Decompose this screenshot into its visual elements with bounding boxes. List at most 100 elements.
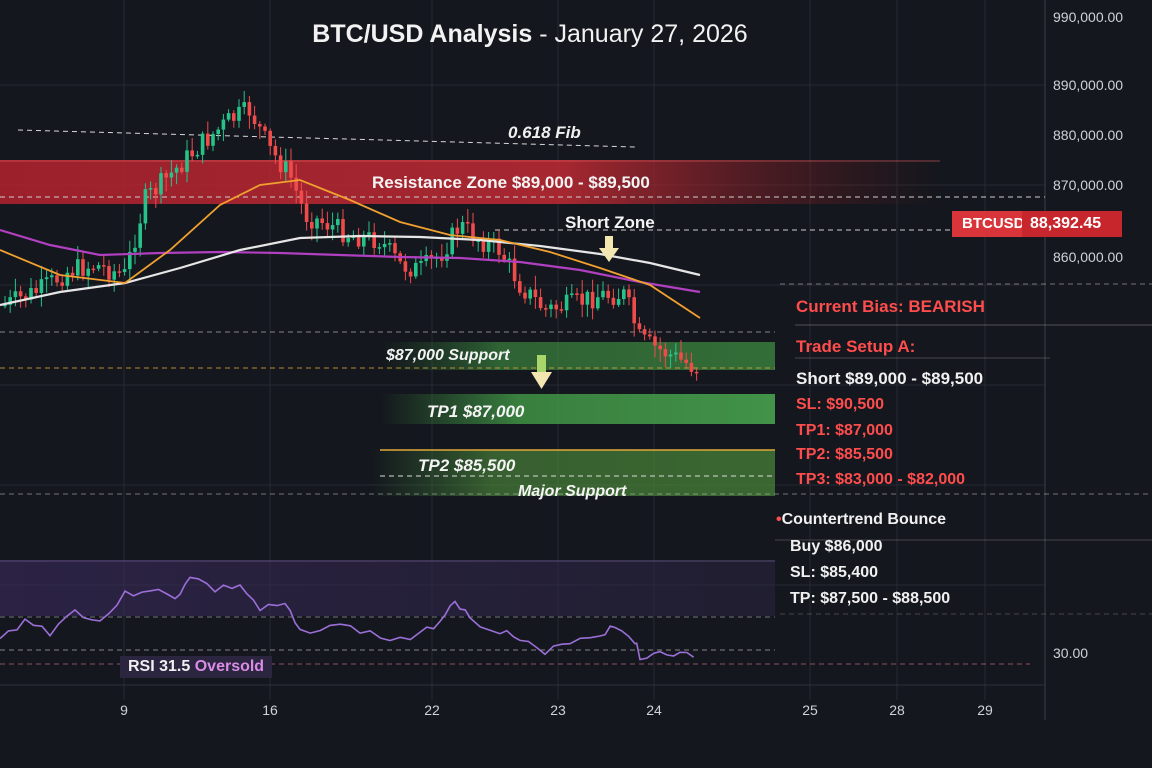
candle-body bbox=[393, 243, 397, 254]
candle-body bbox=[242, 102, 246, 107]
candle-body bbox=[554, 304, 558, 310]
candle-body bbox=[289, 161, 293, 178]
candle-body bbox=[627, 289, 631, 298]
candle-body bbox=[325, 223, 330, 230]
candle-body bbox=[460, 222, 465, 234]
candle-body bbox=[356, 236, 361, 247]
candle-body bbox=[668, 354, 673, 357]
x-axis: 9 16 22 23 24 25 28 29 bbox=[120, 702, 993, 718]
counter-tp: TP: $87,500 - $88,500 bbox=[790, 590, 951, 607]
candle-body bbox=[247, 102, 252, 116]
y-tick-label: 860,000.00 bbox=[1053, 249, 1123, 265]
candle-body bbox=[367, 232, 371, 235]
candle-body bbox=[346, 237, 350, 243]
candle-body bbox=[133, 247, 137, 252]
candle-body bbox=[689, 363, 694, 372]
ma-purple-line bbox=[0, 228, 701, 294]
candle-body bbox=[471, 223, 475, 242]
candle-body bbox=[538, 297, 543, 309]
candle-body bbox=[310, 221, 314, 229]
x-tick-label: 29 bbox=[977, 702, 993, 718]
candle-body bbox=[362, 234, 366, 247]
candle-body bbox=[164, 173, 168, 178]
candle-body bbox=[117, 271, 122, 273]
counter-title-text: Countertrend Bounce bbox=[781, 511, 947, 528]
candle-body bbox=[601, 290, 605, 298]
candle-body bbox=[81, 259, 85, 276]
candle-body bbox=[481, 240, 486, 252]
candle-body bbox=[252, 115, 257, 124]
candle-body bbox=[642, 329, 647, 335]
candle-body bbox=[304, 203, 309, 222]
candle-body bbox=[112, 271, 116, 280]
y-tick-label: 880,000.00 bbox=[1053, 127, 1123, 143]
candle-body bbox=[273, 145, 278, 156]
candle-body bbox=[278, 155, 283, 173]
setup-tp1: TP1: $87,000 bbox=[796, 422, 893, 439]
candle-body bbox=[674, 352, 678, 355]
tp1-zone bbox=[380, 394, 775, 424]
candle-body bbox=[377, 247, 382, 249]
candle-body bbox=[414, 262, 418, 277]
candle-body bbox=[486, 240, 491, 252]
candle-body bbox=[122, 269, 127, 273]
setup-tp2: TP2: $85,500 bbox=[796, 446, 893, 463]
candle-body bbox=[648, 334, 652, 337]
short-zone-label: Short Zone bbox=[565, 213, 655, 232]
rsi-line bbox=[0, 576, 695, 661]
candle-body bbox=[564, 294, 569, 311]
candle-body bbox=[232, 113, 236, 121]
title-date: January 27, 2026 bbox=[554, 20, 748, 48]
candle-body bbox=[476, 240, 480, 243]
candle-body bbox=[143, 189, 148, 224]
candle-body bbox=[185, 150, 189, 172]
dashed-levels bbox=[0, 129, 1152, 495]
candle-body bbox=[169, 172, 174, 178]
candle-body bbox=[60, 282, 64, 286]
x-tick-label: 22 bbox=[424, 702, 440, 718]
last-price: 88,392.45 bbox=[1022, 211, 1122, 237]
candle-body bbox=[616, 298, 621, 305]
candle-body bbox=[523, 292, 527, 299]
candle-body bbox=[211, 134, 215, 146]
counter-title: •Countertrend Bounce bbox=[776, 511, 946, 529]
candle-body bbox=[575, 293, 579, 295]
candle-body bbox=[91, 268, 96, 271]
y-tick-label: 990,000.00 bbox=[1053, 9, 1123, 25]
candle-body bbox=[533, 289, 538, 298]
tp2-zone bbox=[370, 450, 775, 496]
candle-body bbox=[190, 150, 194, 157]
candle-body bbox=[580, 293, 584, 305]
bullet-icon: • bbox=[776, 511, 782, 528]
candle-body bbox=[596, 297, 600, 309]
candle-body bbox=[497, 238, 501, 255]
candle-body bbox=[159, 173, 163, 195]
setup-tp3: TP3: $83,000 - $82,000 bbox=[796, 471, 966, 488]
candle-body bbox=[663, 349, 668, 357]
candle-body bbox=[44, 277, 49, 280]
y-tick-label: 890,000.00 bbox=[1053, 77, 1123, 93]
candle-body bbox=[419, 261, 423, 263]
candle-body bbox=[195, 154, 200, 157]
candle-body bbox=[284, 161, 288, 173]
price-tag: BTCUSD 88,392.45 bbox=[952, 211, 1122, 237]
candle-body bbox=[13, 291, 18, 298]
candle-body bbox=[684, 359, 688, 364]
counter-buy: Buy $86,000 bbox=[790, 538, 883, 555]
x-tick-label: 16 bbox=[262, 702, 278, 718]
rsi-name: RSI 31.5 bbox=[128, 658, 191, 675]
candle-body bbox=[200, 133, 205, 155]
candle-body bbox=[549, 304, 553, 310]
candle-body bbox=[206, 133, 210, 146]
support-label: $87,000 Support bbox=[385, 347, 510, 364]
x-tick-label: 23 bbox=[550, 702, 566, 718]
candle-body bbox=[679, 352, 683, 360]
candle-body bbox=[320, 218, 324, 224]
setup-short: Short $89,000 - $89,500 bbox=[796, 369, 984, 388]
candle-body bbox=[18, 291, 23, 297]
candle-body bbox=[148, 188, 153, 190]
rsi-label: RSI 31.5 Oversold bbox=[120, 656, 273, 678]
candle-body bbox=[299, 190, 304, 204]
candle-body bbox=[512, 258, 517, 282]
